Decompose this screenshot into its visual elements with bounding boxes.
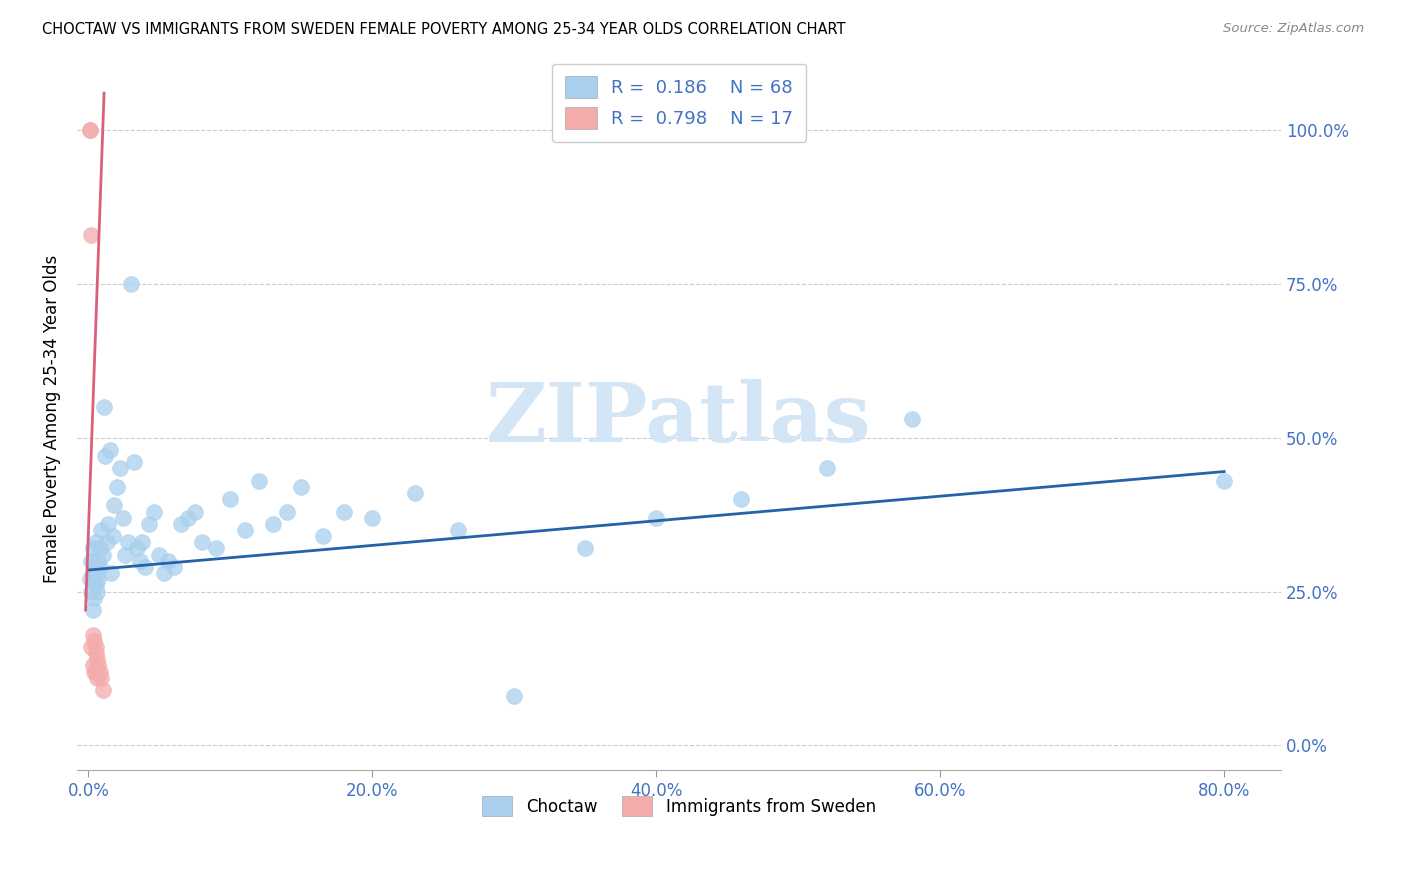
Point: [96, 535, 118, 549]
Point: [91, 683, 114, 698]
Point: [79, 572, 101, 586]
Point: [97, 516, 120, 531]
Point: [90, 523, 112, 537]
Point: [93, 400, 115, 414]
Point: [94, 449, 117, 463]
Point: [89, 665, 111, 679]
Point: [312, 529, 335, 543]
Point: [138, 516, 160, 531]
Text: CHOCTAW VS IMMIGRANTS FROM SWEDEN FEMALE POVERTY AMONG 25-34 YEAR OLDS CORRELATI: CHOCTAW VS IMMIGRANTS FROM SWEDEN FEMALE…: [42, 22, 845, 37]
Point: [815, 461, 838, 475]
Point: [89, 541, 111, 556]
Point: [101, 529, 124, 543]
Point: [105, 480, 128, 494]
Point: [901, 412, 924, 426]
Point: [83, 633, 105, 648]
Point: [86, 584, 108, 599]
Text: ZIPatlas: ZIPatlas: [486, 379, 872, 459]
Point: [184, 504, 207, 518]
Point: [84, 560, 107, 574]
Point: [80, 584, 103, 599]
Point: [84, 535, 107, 549]
Point: [131, 535, 153, 549]
Point: [125, 541, 148, 556]
Point: [84, 578, 107, 592]
Point: [333, 504, 356, 518]
Point: [87, 554, 110, 568]
Point: [152, 566, 174, 580]
Point: [128, 554, 150, 568]
Point: [83, 591, 105, 605]
Point: [84, 646, 107, 660]
Point: [730, 492, 752, 507]
Point: [82, 627, 104, 641]
Point: [205, 541, 228, 556]
Point: [219, 492, 242, 507]
Point: [170, 516, 193, 531]
Point: [276, 504, 298, 518]
Point: [233, 523, 256, 537]
Y-axis label: Female Poverty Among 25-34 Year Olds: Female Poverty Among 25-34 Year Olds: [44, 255, 60, 583]
Point: [574, 541, 596, 556]
Point: [114, 548, 136, 562]
Point: [117, 535, 139, 549]
Point: [503, 689, 526, 703]
Point: [83, 554, 105, 568]
Point: [177, 510, 200, 524]
Point: [90, 671, 112, 685]
Point: [82, 566, 104, 580]
Point: [290, 480, 312, 494]
Point: [83, 665, 105, 679]
Point: [162, 560, 184, 574]
Point: [82, 658, 104, 673]
Point: [89, 560, 111, 574]
Point: [82, 541, 104, 556]
Point: [87, 658, 110, 673]
Point: [122, 455, 145, 469]
Point: [83, 572, 105, 586]
Point: [247, 474, 270, 488]
Point: [80, 227, 103, 242]
Point: [361, 510, 384, 524]
Point: [404, 486, 426, 500]
Point: [87, 572, 110, 586]
Point: [84, 640, 107, 654]
Point: [80, 554, 103, 568]
Point: [79, 123, 101, 137]
Point: [120, 277, 142, 291]
Point: [645, 510, 668, 524]
Point: [134, 560, 156, 574]
Text: Source: ZipAtlas.com: Source: ZipAtlas.com: [1223, 22, 1364, 36]
Point: [82, 603, 104, 617]
Point: [156, 554, 179, 568]
Point: [191, 535, 214, 549]
Point: [446, 523, 468, 537]
Point: [100, 566, 122, 580]
Point: [84, 665, 107, 679]
Point: [91, 548, 114, 562]
Point: [98, 443, 121, 458]
Point: [148, 548, 170, 562]
Point: [86, 566, 108, 580]
Point: [1213, 474, 1236, 488]
Point: [86, 652, 108, 666]
Point: [111, 510, 134, 524]
Point: [262, 516, 284, 531]
Point: [80, 640, 103, 654]
Point: [142, 504, 165, 518]
Point: [103, 499, 125, 513]
Point: [79, 123, 101, 137]
Point: [108, 461, 131, 475]
Point: [86, 671, 108, 685]
Legend: Choctaw, Immigrants from Sweden: Choctaw, Immigrants from Sweden: [474, 788, 884, 825]
